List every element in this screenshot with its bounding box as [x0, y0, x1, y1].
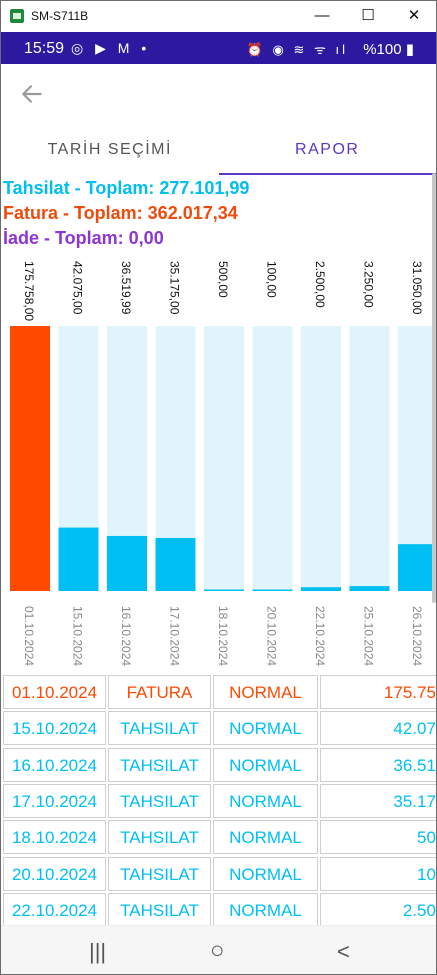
- chart-bar[interactable]: [398, 544, 436, 591]
- tab-tarih-secimi[interactable]: TARİH SEÇİMİ: [47, 141, 172, 158]
- kind-cell: TAHSILAT: [108, 783, 211, 818]
- chart-value-label: 2.500,00: [313, 261, 327, 308]
- amount-cell: 42.075,00: [320, 711, 436, 746]
- chart-x-tick-label: 20.10.2024: [265, 606, 279, 666]
- amount-cell: 36.519,99: [320, 747, 436, 782]
- date-cell: 18.10.2024: [3, 820, 106, 855]
- amount-cell: 2.500,00: [320, 892, 436, 925]
- kind-cell: TAHSILAT: [108, 892, 211, 925]
- chart-bar[interactable]: [155, 537, 196, 591]
- kind-cell: FATURA: [108, 675, 211, 709]
- home-icon[interactable]: ○: [210, 937, 225, 964]
- navigation-bar: ||| ○ <: [1, 925, 436, 974]
- window-title: SM-S711B: [31, 9, 89, 23]
- chart-bar[interactable]: [252, 589, 293, 592]
- table-row[interactable]: 18.10.2024TAHSILATNORMAL500,00: [1, 820, 436, 855]
- chart-bar[interactable]: [107, 535, 147, 591]
- status-cell: NORMAL: [213, 747, 318, 782]
- status-bar: 15:59 ◎ ▶ M • ⏰ ◉ ≋ ᯤ ıl %100 ▮: [1, 32, 436, 64]
- bar-chart: 175.758,00 01.10.2024 42.075,00 15.10.2024 3…: [1, 256, 436, 671]
- date-cell: 17.10.2024: [3, 783, 106, 818]
- window-titlebar: SM-S711B — ☐ ✕: [1, 1, 436, 32]
- iade-total: İade - Toplam: 0,00: [3, 228, 164, 248]
- chart-bar[interactable]: [349, 586, 390, 591]
- status-cell: NORMAL: [213, 675, 318, 709]
- kind-cell: TAHSILAT: [108, 856, 211, 891]
- chart-bar[interactable]: [204, 589, 244, 592]
- chart-bar-track: [204, 326, 244, 591]
- chart-value-label: 35.175,00: [168, 261, 182, 315]
- chart-x-tick-label: 15.10.2024: [71, 606, 85, 666]
- chart-canvas: 175.758,00 01.10.2024 42.075,00 15.10.2024 3…: [10, 261, 436, 666]
- chart-x-tick-label: 25.10.2024: [362, 606, 376, 666]
- kind-cell: TAHSILAT: [108, 820, 211, 855]
- status-cell: NORMAL: [213, 892, 318, 925]
- date-cell: 20.10.2024: [3, 856, 106, 891]
- battery-indicator: %100 ▮: [363, 41, 414, 58]
- report-table: 01.10.2024FATURANORMAL175.758,0015.10.20…: [1, 675, 436, 925]
- chart-value-label: 500,00: [216, 261, 230, 298]
- status-cell: NORMAL: [213, 783, 318, 818]
- kind-cell: TAHSILAT: [108, 747, 211, 782]
- chart-value-label: 42.075,00: [71, 261, 85, 315]
- chart-x-tick-label: 18.10.2024: [216, 606, 230, 666]
- chart-bar[interactable]: [301, 587, 341, 591]
- amount-cell: 35.175,00: [320, 783, 436, 818]
- chart-bar-track: [301, 326, 341, 591]
- close-button[interactable]: ✕: [407, 7, 421, 24]
- app-bar: [1, 64, 436, 126]
- status-cell: NORMAL: [213, 711, 318, 746]
- tab-rapor[interactable]: RAPOR: [218, 126, 437, 175]
- totals-summary: Tahsilat - Toplam: 277.101,99 Fatura - T…: [3, 177, 249, 252]
- back-arrow-icon[interactable]: [19, 81, 45, 107]
- date-cell: 16.10.2024: [3, 747, 106, 782]
- amount-cell: 100,00: [320, 856, 436, 891]
- status-cell: NORMAL: [213, 856, 318, 891]
- status-cell: NORMAL: [213, 820, 318, 855]
- chart-x-tick-label: 16.10.2024: [119, 606, 133, 666]
- date-cell: 01.10.2024: [3, 675, 106, 709]
- app-icon: [10, 9, 24, 23]
- amount-cell: 175.758,00: [320, 675, 436, 709]
- status-time: 15:59: [24, 40, 65, 57]
- chart-bar-track: [349, 326, 390, 591]
- chart-value-label: 36.519,99: [119, 261, 133, 315]
- recents-icon[interactable]: |||: [89, 939, 107, 964]
- chart-bar-track: [252, 326, 293, 591]
- chart-value-label: 3.250,00: [362, 261, 376, 308]
- date-cell: 15.10.2024: [3, 711, 106, 746]
- system-icons: ⏰ ◉ ≋ ᯤ ıl: [246, 42, 348, 57]
- minimize-button[interactable]: —: [314, 7, 330, 24]
- amount-cell: 500,00: [320, 820, 436, 855]
- tab-bar: TARİH SEÇİMİ RAPOR: [1, 126, 437, 175]
- table-row[interactable]: 20.10.2024TAHSILATNORMAL100,00: [1, 856, 436, 892]
- chart-x-tick-label: 01.10.2024: [22, 606, 36, 666]
- fatura-total: Fatura - Toplam: 362.017,34: [3, 203, 238, 223]
- back-nav-icon[interactable]: <: [337, 939, 350, 964]
- vertical-scrollbar[interactable]: [432, 173, 436, 603]
- notification-icons: ◎ ▶ M •: [71, 40, 151, 56]
- chart-x-tick-label: 22.10.2024: [313, 606, 327, 666]
- tahsilat-total: Tahsilat - Toplam: 277.101,99: [3, 178, 250, 198]
- chart-bar[interactable]: [10, 326, 50, 591]
- chart-bar[interactable]: [58, 527, 99, 591]
- chart-value-label: 100,00: [265, 261, 279, 298]
- date-cell: 22.10.2024: [3, 892, 106, 925]
- chart-x-tick-label: 26.10.2024: [410, 606, 424, 666]
- chart-value-label: 31.050,00: [410, 261, 424, 315]
- kind-cell: TAHSILAT: [108, 711, 211, 746]
- chart-x-tick-label: 17.10.2024: [168, 606, 182, 666]
- maximize-button[interactable]: ☐: [361, 7, 375, 24]
- chart-value-label: 175.758,00: [22, 261, 36, 321]
